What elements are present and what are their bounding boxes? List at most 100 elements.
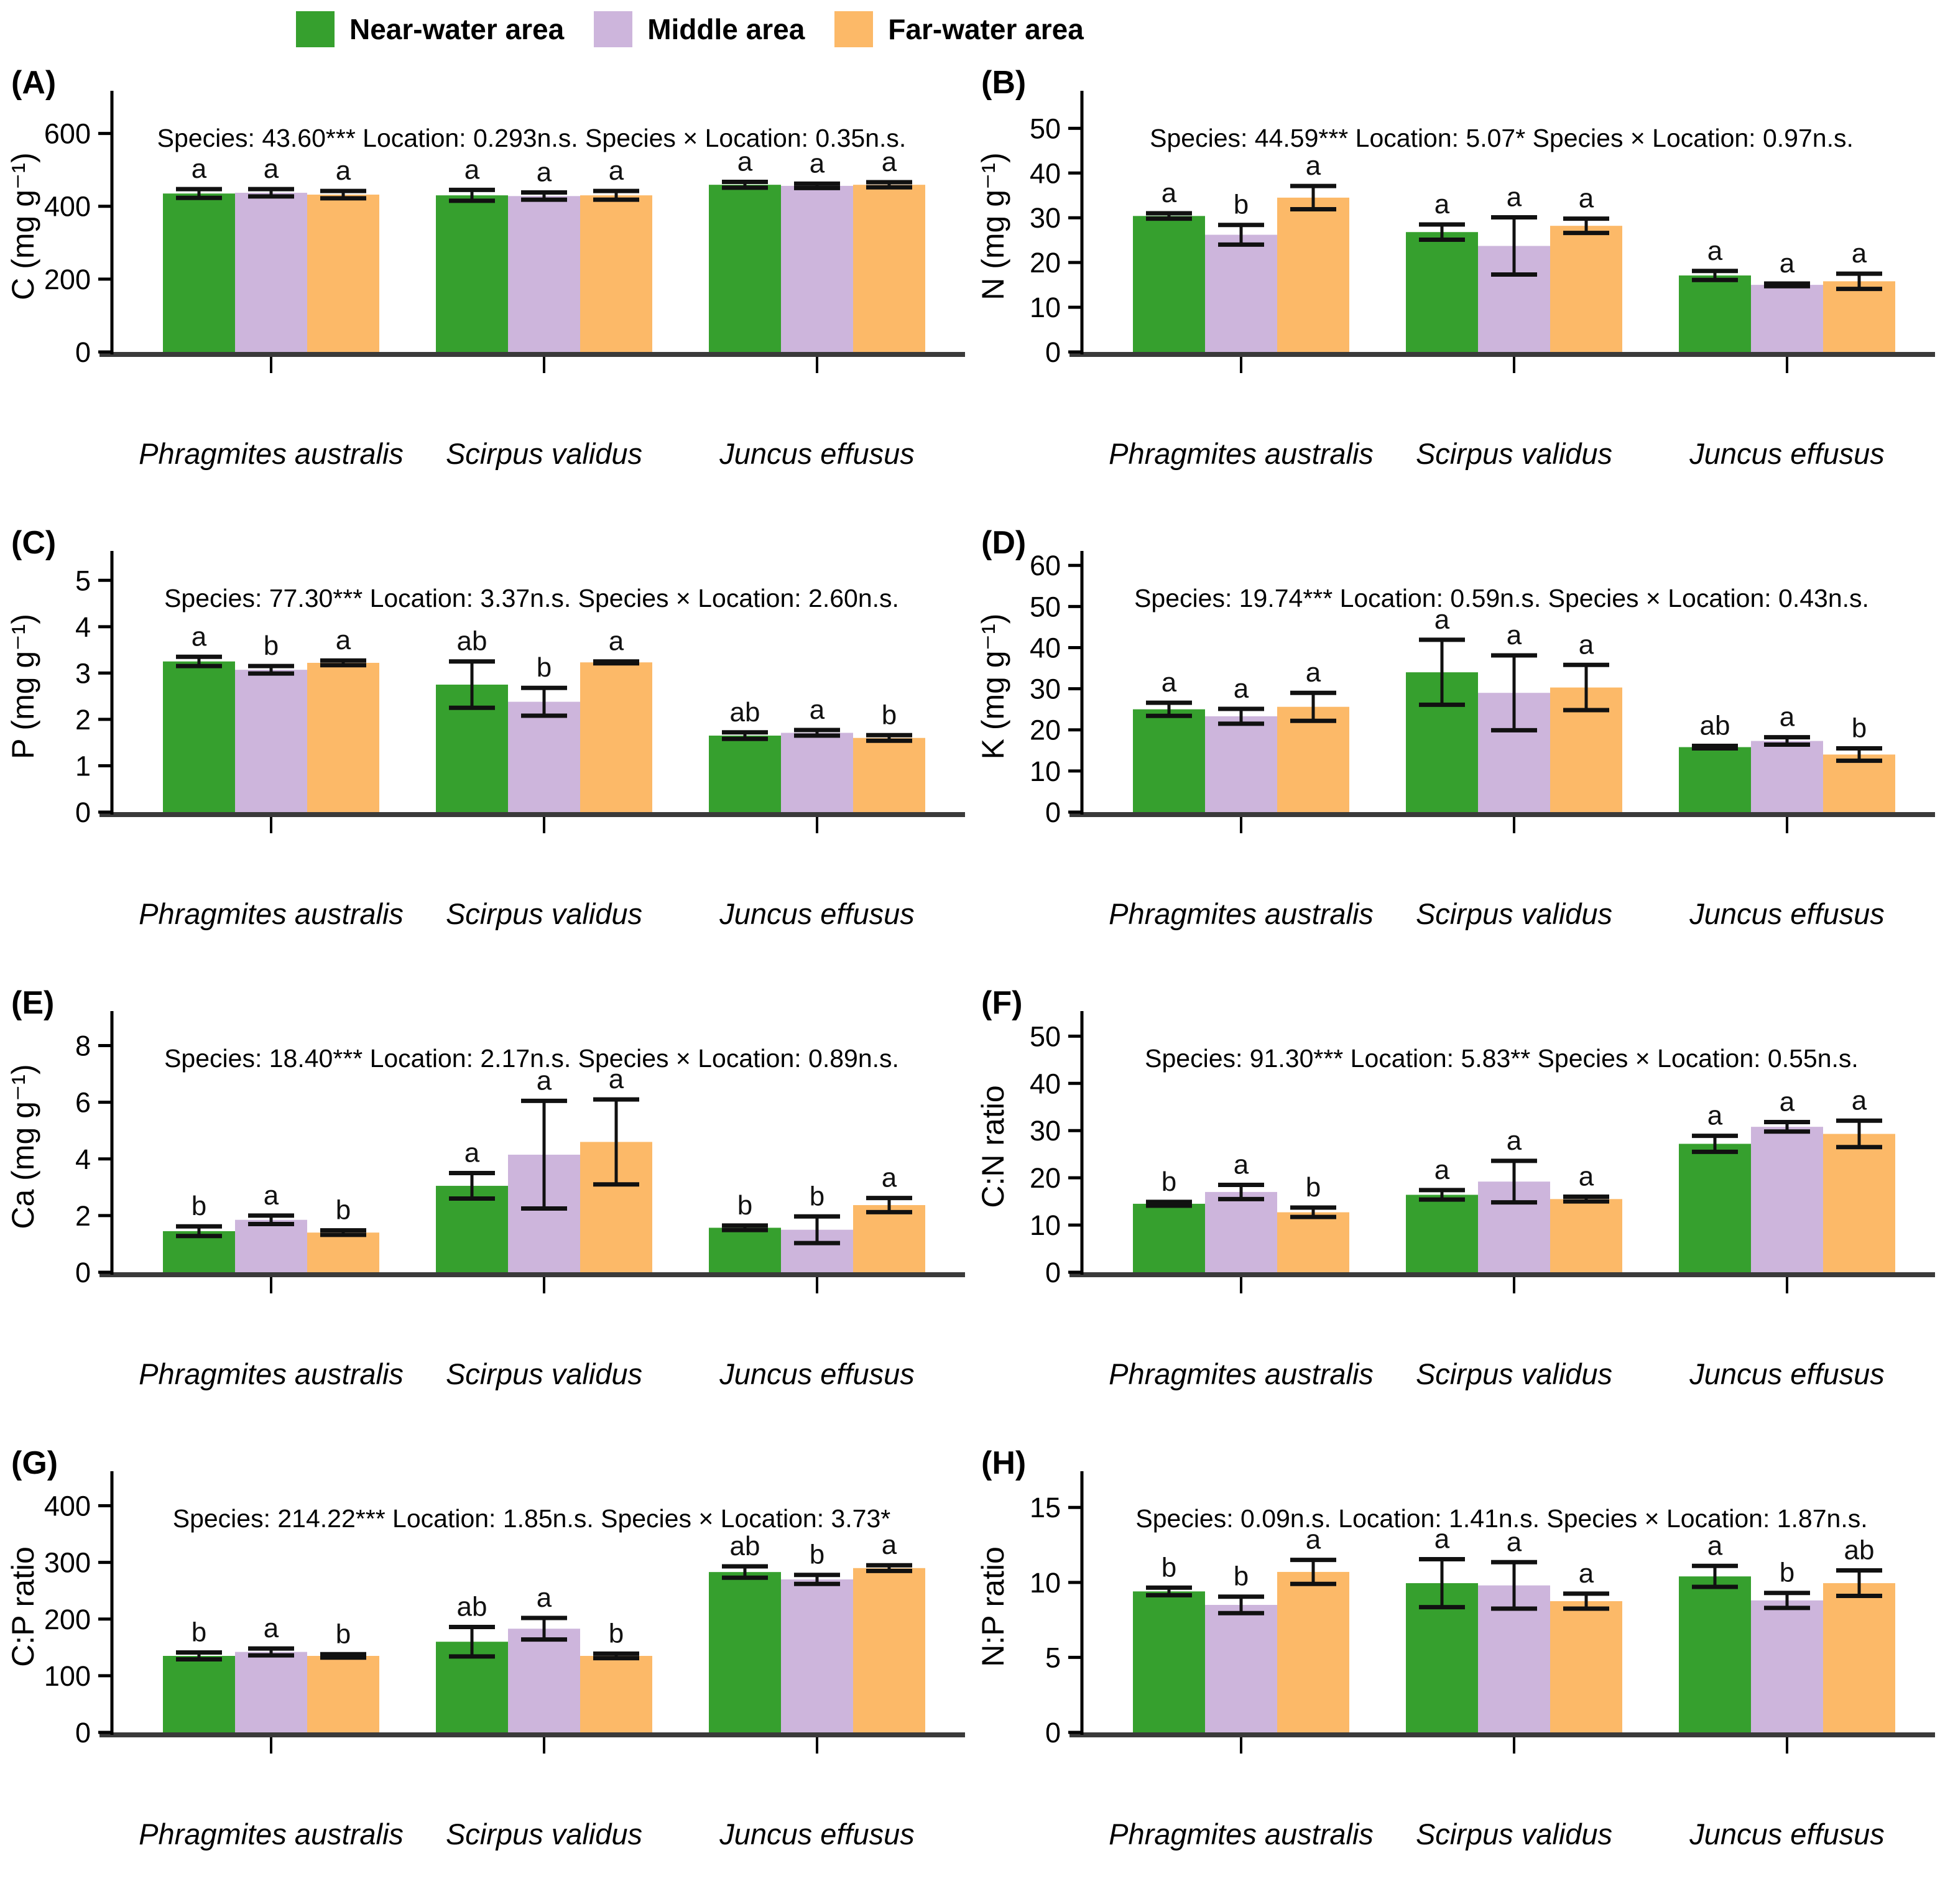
sig-letter: b — [609, 1618, 624, 1648]
stats-text: Species: 43.60*** Location: 0.293n.s. Sp… — [157, 124, 907, 152]
x-category-label: Scirpus validus — [446, 1818, 642, 1851]
sig-letter: a — [1579, 1162, 1594, 1192]
bar — [1133, 1203, 1205, 1272]
sig-letter: ab — [730, 1531, 760, 1561]
y-axis-label: C (mg g⁻¹) — [6, 152, 40, 300]
y-tick-label: 50 — [1030, 591, 1061, 622]
panel-label: (F) — [981, 985, 1022, 1021]
sig-letter: a — [1434, 1523, 1450, 1554]
bar — [235, 193, 307, 352]
panel-label: (B) — [981, 65, 1026, 101]
bar — [1550, 1601, 1622, 1732]
bar — [307, 1232, 379, 1272]
bar — [436, 195, 508, 352]
y-tick-label: 30 — [1030, 202, 1061, 234]
chart: (D) Species: 19.74*** Location: 0.59n.s.… — [976, 525, 1935, 930]
x-category-label: Juncus effusus — [719, 1818, 915, 1851]
y-tick-label: 400 — [44, 191, 91, 223]
sig-letter: a — [1306, 657, 1321, 688]
y-tick-label: 10 — [1030, 1209, 1061, 1241]
bar — [709, 736, 781, 812]
bar — [1205, 716, 1277, 812]
sig-letter: a — [810, 695, 825, 725]
x-category-label: Juncus effusus — [1689, 1818, 1885, 1851]
bar — [1679, 747, 1751, 812]
x-axis-line — [99, 812, 965, 817]
y-tick-label: 0 — [1045, 1257, 1061, 1288]
y-tick-label: 30 — [1030, 1115, 1061, 1147]
bar — [709, 1572, 781, 1732]
y-tick-label: 20 — [1030, 247, 1061, 279]
x-category-label: Scirpus validus — [1416, 897, 1612, 930]
bar — [163, 1656, 235, 1732]
sig-letter: a — [1579, 629, 1594, 660]
sig-letter: b — [1780, 1558, 1794, 1588]
x-axis-line — [99, 352, 965, 357]
y-axis-label: K (mg g⁻¹) — [976, 614, 1010, 760]
sig-letter: b — [1162, 1167, 1176, 1197]
sig-letter: b — [1852, 713, 1867, 744]
panel-label: (H) — [981, 1445, 1026, 1481]
sig-letter: b — [1234, 190, 1249, 220]
sig-letter: a — [336, 625, 351, 655]
x-axis-line — [1069, 812, 1935, 817]
y-tick-label: 10 — [1030, 1567, 1061, 1599]
y-tick-label: 10 — [1030, 756, 1061, 787]
sig-letter: a — [336, 155, 351, 186]
stats-text: Species: 91.30*** Location: 5.83** Speci… — [1145, 1044, 1859, 1073]
y-tick-label: 600 — [44, 118, 91, 150]
x-axis-line — [99, 1272, 965, 1277]
y-tick-label: 0 — [75, 336, 91, 368]
y-tick-label: 0 — [75, 1257, 91, 1288]
sig-letter: a — [1507, 182, 1522, 212]
bar — [235, 1219, 307, 1272]
y-tick-label: 30 — [1030, 673, 1061, 705]
panel-c: (C) Species: 77.30*** Location: 3.37n.s.… — [0, 514, 970, 974]
y-tick-label: 100 — [44, 1660, 91, 1692]
plot-area: 0 10 20 30 40 50 b a a a a a b a a — [1030, 1011, 1935, 1293]
x-category-label: Juncus effusus — [1689, 897, 1885, 930]
x-category-label: Phragmites australis — [1109, 1818, 1374, 1851]
sig-letter: a — [464, 1138, 480, 1168]
bar — [1751, 741, 1823, 812]
legend: Near-water area Middle area Far-water ar… — [296, 11, 1084, 47]
y-axis-label: P (mg g⁻¹) — [6, 614, 40, 759]
chart: (A) Species: 43.60*** Location: 0.293n.s… — [6, 65, 965, 470]
bar — [1679, 275, 1751, 352]
legend-item-middle: Middle area — [594, 11, 805, 47]
sig-letter: a — [1579, 183, 1594, 214]
sig-letter: b — [336, 1195, 351, 1226]
bar — [1550, 1199, 1622, 1272]
panel-e: (E) Species: 18.40*** Location: 2.17n.s.… — [0, 974, 970, 1434]
sig-letter: a — [1780, 702, 1795, 732]
sig-letter: a — [1162, 178, 1177, 208]
sig-letter: a — [264, 1613, 279, 1643]
stats-text: Species: 77.30*** Location: 3.37n.s. Spe… — [164, 584, 899, 612]
bar — [1205, 1191, 1277, 1272]
x-category-label: Scirpus validus — [1416, 1818, 1612, 1851]
x-category-label: Juncus effusus — [1689, 1357, 1885, 1390]
bar — [1823, 754, 1895, 812]
bar — [1406, 1195, 1478, 1272]
sig-letter: a — [1434, 604, 1450, 635]
sig-letter: b — [737, 1190, 752, 1221]
panel-label: (D) — [981, 525, 1026, 561]
bar — [307, 662, 379, 812]
bar — [307, 194, 379, 352]
x-axis-line — [99, 1732, 965, 1737]
x-category-label: Scirpus validus — [1416, 437, 1612, 470]
panel-h: (H) Species: 0.09n.s. Location: 1.41n.s.… — [970, 1434, 1940, 1894]
y-tick-label: 0 — [75, 797, 91, 828]
bar — [163, 193, 235, 352]
plot-area: 0 200 400 600 a a a a a a a a a — [44, 91, 965, 373]
y-axis-label: C:P ratio — [6, 1546, 40, 1667]
panel-g: (G) Species: 214.22*** Location: 1.85n.s… — [0, 1434, 970, 1894]
y-tick-label: 200 — [44, 1604, 91, 1635]
chart: (B) Species: 44.59*** Location: 5.07* Sp… — [976, 65, 1935, 470]
bar — [853, 1568, 925, 1732]
bar — [1823, 1134, 1895, 1272]
sig-letter: a — [1780, 248, 1795, 279]
bar — [508, 701, 580, 812]
y-axis-label: Ca (mg g⁻¹) — [6, 1064, 40, 1229]
